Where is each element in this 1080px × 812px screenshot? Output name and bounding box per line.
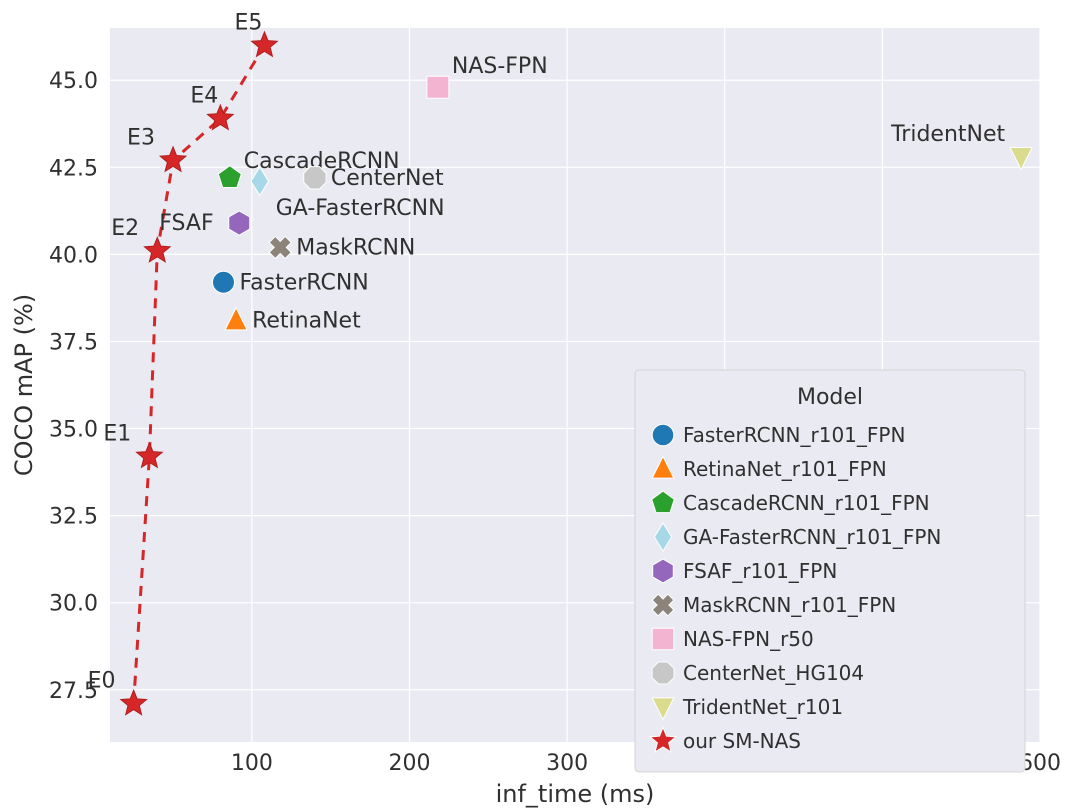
legend-item-label: TridentNet_r101	[682, 695, 843, 719]
sm-nas-point-label: E3	[127, 125, 155, 150]
x-tick-label: 300	[546, 751, 588, 776]
y-tick-label: 30.0	[49, 592, 98, 617]
y-tick-label: 42.5	[49, 156, 98, 181]
legend-marker	[652, 628, 674, 650]
model-point-label: FasterRCNN	[239, 270, 368, 295]
y-tick-label: 35.0	[49, 418, 98, 443]
model-point	[427, 76, 449, 98]
legend-item-label: NAS-FPN_r50	[683, 627, 814, 651]
legend-item-label: our SM-NAS	[683, 729, 801, 753]
y-tick-label: 37.5	[49, 330, 98, 355]
legend-marker	[652, 424, 674, 446]
y-tick-label: 45.0	[49, 69, 98, 94]
model-point	[304, 167, 326, 189]
sm-nas-point-label: E1	[103, 421, 131, 446]
x-tick-label: 100	[231, 751, 273, 776]
model-point-label: RetinaNet	[252, 309, 361, 334]
model-point-label: CenterNet	[331, 166, 444, 191]
legend: Model FasterRCNN_r101_FPN RetinaNet_r101_F…	[635, 370, 1025, 772]
model-point-label: TridentNet	[890, 122, 1005, 147]
chart-svg: 10020030040050060027.530.032.535.037.540…	[0, 0, 1080, 812]
legend-title: Model	[797, 385, 863, 410]
legend-item-label: GA-FasterRCNN_r101_FPN	[683, 525, 941, 549]
legend-item-label: CascadeRCNN_r101_FPN	[683, 491, 930, 515]
model-point	[212, 271, 234, 293]
model-point-label: FSAF	[159, 211, 213, 236]
legend-item-label: RetinaNet_r101_FPN	[683, 457, 887, 481]
sm-nas-point-label: E4	[190, 84, 218, 109]
legend-item-label: MaskRCNN_r101_FPN	[683, 593, 896, 617]
x-tick-label: 200	[388, 751, 430, 776]
sm-nas-point-label: E2	[111, 216, 139, 241]
legend-marker	[652, 662, 674, 684]
y-tick-label: 40.0	[49, 243, 98, 268]
model-point-label: GA-FasterRCNN	[276, 196, 445, 221]
model-point-label: MaskRCNN	[296, 235, 415, 260]
sm-nas-point-label: E0	[88, 669, 116, 694]
legend-item-label: FSAF_r101_FPN	[683, 559, 837, 583]
legend-item-label: CenterNet_HG104	[683, 661, 864, 685]
y-tick-label: 32.5	[49, 505, 98, 530]
sm-nas-point-label: E5	[234, 10, 262, 35]
x-axis-label: inf_time (ms)	[496, 780, 655, 808]
legend-item-label: FasterRCNN_r101_FPN	[683, 423, 905, 447]
model-point-label: NAS-FPN	[452, 54, 548, 79]
y-axis-label: COCO mAP (%)	[10, 294, 38, 476]
scatter-chart: 10020030040050060027.530.032.535.037.540…	[0, 0, 1080, 812]
